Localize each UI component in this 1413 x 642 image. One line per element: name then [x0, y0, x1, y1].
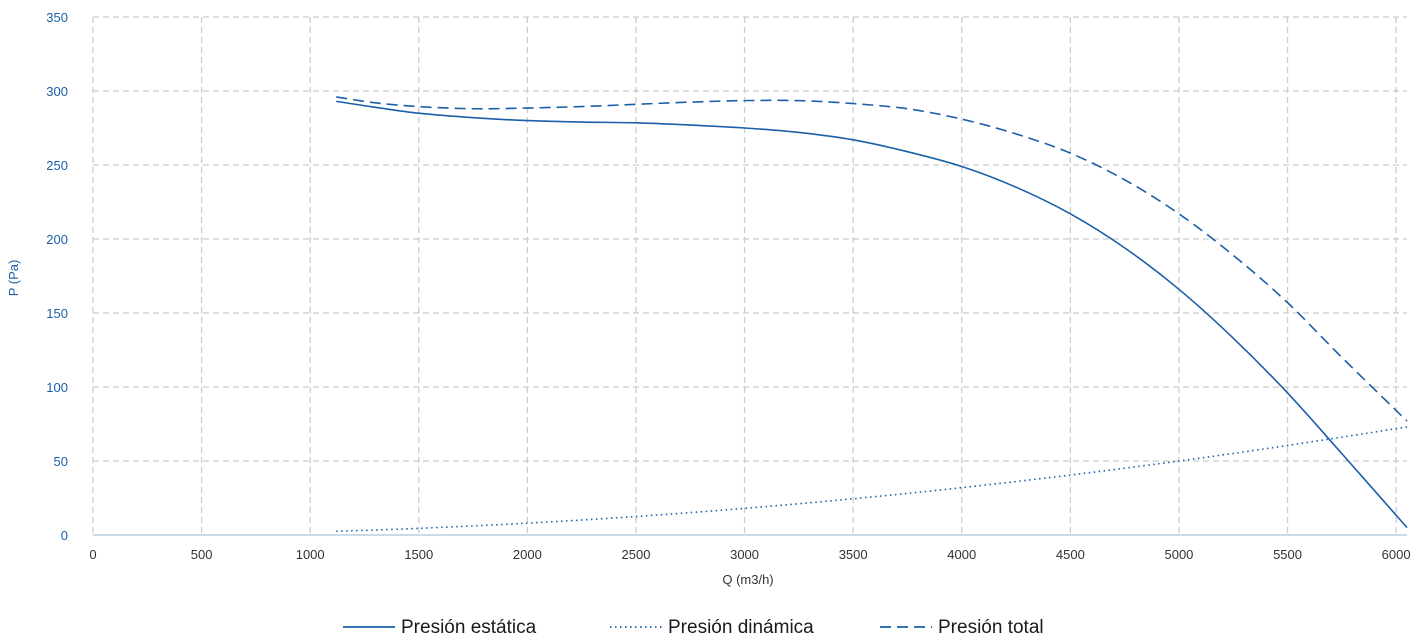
x-tick-label: 2000 — [513, 547, 542, 562]
x-axis-ticks: 0 500 1000 1500 2000 2500 3000 3500 4000 4500 5000… — [89, 547, 1410, 562]
series-line-solid — [336, 100, 1408, 529]
x-tick-label: 3500 — [839, 547, 868, 562]
x-tick-label: 500 — [191, 547, 213, 562]
x-axis-label: Q (m3/h) — [722, 572, 773, 587]
y-tick-label: 300 — [46, 84, 68, 99]
legend-label: Presión estática — [401, 617, 537, 638]
y-axis-label: P (Pa) — [6, 260, 21, 297]
x-tick-label: 6000 — [1382, 547, 1411, 562]
x-tick-label: 4000 — [947, 547, 976, 562]
x-tick-label: 2500 — [622, 547, 651, 562]
y-tick-label: 350 — [46, 10, 68, 25]
y-tick-label: 200 — [46, 232, 68, 247]
y-tick-label: 250 — [46, 158, 68, 173]
grid — [92, 16, 1407, 536]
y-tick-label: 150 — [46, 306, 68, 321]
x-tick-label: 5000 — [1164, 547, 1193, 562]
series-line-dashed — [336, 96, 1408, 422]
y-axis-ticks: 0 50 100 150 200 250 300 350 — [46, 10, 68, 543]
x-tick-label: 4500 — [1056, 547, 1085, 562]
y-tick-label: 100 — [46, 380, 68, 395]
x-tick-label: 1500 — [404, 547, 433, 562]
x-tick-label: 1000 — [296, 547, 325, 562]
x-tick-label: 5500 — [1273, 547, 1302, 562]
legend-label: Presión total — [938, 617, 1044, 638]
series-line-dotted — [336, 426, 1408, 533]
y-tick-label: 50 — [54, 454, 68, 469]
x-tick-label: 3000 — [730, 547, 759, 562]
x-tick-label: 0 — [89, 547, 96, 562]
legend-label: Presión dinámica — [668, 617, 814, 638]
series-lines — [336, 96, 1408, 533]
legend: Presión estática Presión dinámica Presión … — [343, 617, 1044, 638]
y-tick-label: 0 — [61, 528, 68, 543]
